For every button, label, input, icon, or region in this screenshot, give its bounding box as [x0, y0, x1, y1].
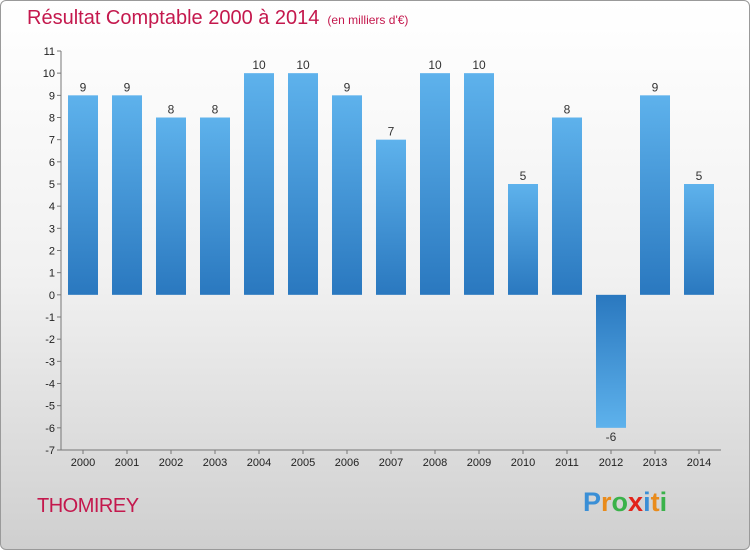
logo-letter: P: [583, 487, 602, 517]
bar: [332, 95, 362, 295]
y-tick-label: 3: [49, 223, 55, 235]
chart-title: Résultat Comptable 2000 à 2014: [27, 7, 320, 29]
bar-value-label: 9: [80, 80, 87, 94]
bar: [200, 117, 230, 295]
bar: [420, 73, 450, 295]
y-tick-label: -6: [45, 423, 55, 435]
bar-value-label: 9: [344, 80, 351, 94]
chart-unit: (en milliers d'€): [327, 13, 409, 27]
logo-letter: x: [628, 487, 644, 517]
x-tick-label: 2010: [511, 457, 535, 469]
y-tick-label: 10: [43, 68, 55, 80]
x-tick-label: 2001: [115, 457, 139, 469]
x-tick-label: 2005: [291, 457, 315, 469]
proxiti-logo: Proxiti: [583, 487, 667, 518]
bar-value-label: 8: [564, 103, 571, 117]
bar: [508, 184, 538, 295]
y-tick-label: -5: [45, 401, 55, 413]
bar: [244, 73, 274, 295]
bar-value-label: 8: [168, 103, 175, 117]
x-tick-label: 2006: [335, 457, 359, 469]
x-tick-label: 2002: [159, 457, 183, 469]
logo-letter: i: [659, 487, 668, 517]
bar: [640, 95, 670, 295]
bar: [112, 95, 142, 295]
logo-letter: i: [643, 487, 651, 517]
y-tick-label: 7: [49, 135, 55, 147]
chart-title-block: Résultat Comptable 2000 à 2014 (en millie…: [27, 7, 408, 30]
bar: [596, 294, 626, 428]
x-tick-label: 2008: [423, 457, 447, 469]
x-tick-label: 2004: [247, 457, 271, 469]
x-tick-label: 2007: [379, 457, 403, 469]
bar-value-label: -6: [606, 430, 617, 444]
bar-value-label: 10: [296, 58, 310, 72]
y-tick-label: -7: [45, 445, 55, 457]
y-tick-label: 11: [44, 46, 55, 58]
y-tick-label: 0: [49, 290, 55, 302]
x-tick-label: 2011: [555, 457, 579, 469]
bar-value-label: 5: [520, 169, 527, 183]
y-tick-label: 2: [49, 246, 55, 258]
x-tick-label: 2009: [467, 457, 491, 469]
bar: [684, 184, 714, 295]
y-tick-label: 9: [49, 90, 55, 102]
x-tick-label: 2012: [599, 457, 623, 469]
bar: [376, 139, 406, 295]
logo-letter: r: [601, 487, 612, 517]
logo-letter: o: [611, 487, 629, 517]
bar-value-label: 9: [124, 80, 131, 94]
y-tick-label: 8: [49, 113, 55, 125]
y-tick-label: 6: [49, 157, 55, 169]
bar: [68, 95, 98, 295]
x-tick-label: 2013: [643, 457, 667, 469]
y-tick-label: -3: [45, 356, 55, 368]
x-tick-label: 2000: [71, 457, 95, 469]
bar-value-label: 10: [252, 58, 266, 72]
x-tick-label: 2014: [687, 457, 711, 469]
bar-value-label: 10: [428, 58, 442, 72]
bar-value-label: 10: [472, 58, 486, 72]
bar: [464, 73, 494, 295]
bar-value-label: 7: [388, 125, 395, 139]
y-tick-label: 1: [49, 268, 55, 280]
y-tick-label: -1: [45, 312, 55, 324]
y-tick-label: -4: [45, 379, 55, 391]
logo-letter: t: [650, 487, 660, 517]
commune-name: THOMIREY: [37, 495, 139, 517]
bar-value-label: 9: [652, 80, 659, 94]
y-tick-label: -2: [45, 334, 55, 346]
y-tick-label: 4: [49, 201, 55, 213]
bar: [288, 73, 318, 295]
y-tick-label: 5: [49, 179, 55, 191]
x-tick-label: 2003: [203, 457, 227, 469]
bar: [552, 117, 582, 295]
bar-value-label: 8: [212, 103, 219, 117]
bar-value-label: 5: [696, 169, 703, 183]
bar: [156, 117, 186, 295]
